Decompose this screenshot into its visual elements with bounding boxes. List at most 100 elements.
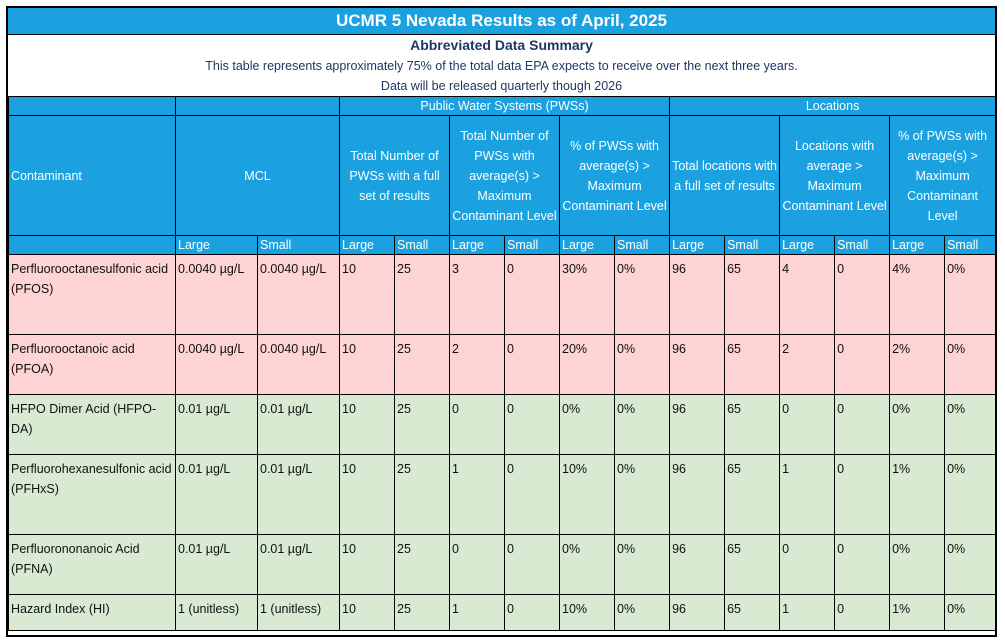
data-cell: 96 xyxy=(669,334,726,395)
data-cell: 25 xyxy=(394,454,450,535)
data-cell: 65 xyxy=(724,254,781,335)
results-table: Public Water Systems (PWSs) Locations Co… xyxy=(8,96,997,631)
data-cell: 10 xyxy=(339,254,395,335)
contaminant-name: HFPO Dimer Acid (HFPO-DA) xyxy=(8,394,176,455)
data-cell: 25 xyxy=(394,254,450,335)
header-mcl: MCL xyxy=(175,115,340,236)
data-cell: 25 xyxy=(394,394,450,455)
data-cell: 0% xyxy=(944,534,997,595)
size-label: Small xyxy=(394,235,450,255)
table-subtitle: Abbreviated Data Summary xyxy=(410,37,593,53)
header-pws-total: Total Number of PWSs with a full set of … xyxy=(339,115,450,236)
table-row: Perfluorooctanoic acid (PFOA) 0.0040 µg/… xyxy=(8,334,997,395)
data-cell: 0 xyxy=(834,254,891,335)
data-cell: 0% xyxy=(944,594,997,631)
data-cell: 10 xyxy=(339,334,395,395)
contaminant-name: Perfluorononanoic Acid (PFNA) xyxy=(8,534,176,595)
data-cell: 0% xyxy=(613,394,671,455)
data-cell: 0.01 µg/L xyxy=(175,454,258,535)
header-locations-above-mcl: Locations with average > Maximum Contami… xyxy=(779,115,891,236)
table-row: HFPO Dimer Acid (HFPO-DA) 0.01 µg/L 0.01… xyxy=(8,394,997,455)
data-cell: 4 xyxy=(779,254,836,335)
size-label: Large xyxy=(669,235,726,255)
data-cell: 0.01 µg/L xyxy=(257,454,340,535)
size-label: Large xyxy=(449,235,505,255)
data-cell: 0 xyxy=(504,394,560,455)
data-cell: 10 xyxy=(339,594,395,631)
data-cell: 65 xyxy=(724,454,781,535)
data-cell: 10 xyxy=(339,394,395,455)
size-label: Large xyxy=(175,235,258,255)
data-cell: 0% xyxy=(944,394,997,455)
data-cell: 2 xyxy=(449,334,505,395)
size-label: Small xyxy=(834,235,891,255)
data-cell: 0.0040 µg/L xyxy=(175,334,258,395)
data-cell: 25 xyxy=(394,334,450,395)
size-label: Small xyxy=(257,235,340,255)
data-cell: 0 xyxy=(504,254,560,335)
group-header-pws: Public Water Systems (PWSs) xyxy=(338,96,671,116)
size-label: Small xyxy=(504,235,560,255)
data-cell: 0% xyxy=(613,454,671,535)
data-cell: 65 xyxy=(724,394,781,455)
data-cell: 0% xyxy=(889,394,946,455)
data-cell: 10% xyxy=(559,594,615,631)
data-cell: 0 xyxy=(504,334,560,395)
data-cell: 0% xyxy=(613,594,671,631)
data-cell: 0.01 µg/L xyxy=(175,534,258,595)
data-cell: 1 xyxy=(779,454,836,535)
data-cell: 0 xyxy=(834,594,891,631)
data-cell: 1 xyxy=(449,454,505,535)
data-cell: 96 xyxy=(669,594,726,631)
table-row: Perfluorohexanesulfonic acid (PFHxS) 0.0… xyxy=(8,454,997,535)
data-cell: 0 xyxy=(779,534,836,595)
contaminant-name: Hazard Index (HI) xyxy=(8,594,176,631)
header-locations-pct-above-mcl: % of PWSs with average(s) > Maximum Cont… xyxy=(889,115,997,236)
data-cell: 96 xyxy=(669,394,726,455)
size-label: Small xyxy=(944,235,997,255)
data-cell: 65 xyxy=(724,594,781,631)
data-cell: 0 xyxy=(834,454,891,535)
contaminant-name: Perfluorooctanesulfonic acid (PFOS) xyxy=(8,254,176,335)
data-cell: 0 xyxy=(834,534,891,595)
data-cell: 10 xyxy=(339,534,395,595)
data-cell: 0 xyxy=(834,334,891,395)
data-cell: 0.01 µg/L xyxy=(257,394,340,455)
group-header-blank-mcl xyxy=(175,96,340,116)
data-cell: 65 xyxy=(724,334,781,395)
data-cell: 3 xyxy=(449,254,505,335)
size-label: Large xyxy=(779,235,836,255)
data-cell: 0% xyxy=(944,454,997,535)
header-locations-total: Total locations with a full set of resul… xyxy=(669,115,781,236)
table-row: Hazard Index (HI) 1 (unitless) 1 (unitle… xyxy=(8,594,997,631)
size-header-blank xyxy=(8,235,176,255)
header-contaminant: Contaminant xyxy=(8,115,176,236)
data-cell: 0.01 µg/L xyxy=(257,534,340,595)
size-label: Large xyxy=(339,235,395,255)
size-label: Small xyxy=(613,235,671,255)
table-note-release: Data will be released quarterly though 2… xyxy=(380,79,623,93)
size-label: Large xyxy=(889,235,946,255)
data-cell: 96 xyxy=(669,454,726,535)
data-cell: 96 xyxy=(669,534,726,595)
data-cell: 0 xyxy=(504,454,560,535)
data-cell: 0% xyxy=(944,254,997,335)
contaminant-name: Perfluorohexanesulfonic acid (PFHxS) xyxy=(8,454,176,535)
header-pws-pct-above-mcl: % of PWSs with average(s) > Maximum Cont… xyxy=(558,115,671,236)
group-header-blank xyxy=(8,96,176,116)
data-cell: 0% xyxy=(889,534,946,595)
data-cell: 0% xyxy=(944,334,997,395)
data-cell: 20% xyxy=(559,334,615,395)
data-cell: 10% xyxy=(559,454,615,535)
data-cell: 0.0040 µg/L xyxy=(175,254,258,335)
data-cell: 0.0040 µg/L xyxy=(257,254,340,335)
data-cell: 1 (unitless) xyxy=(257,594,340,631)
data-cell: 1% xyxy=(889,594,946,631)
data-cell: 25 xyxy=(394,534,450,595)
data-cell: 0.0040 µg/L xyxy=(257,334,340,395)
data-cell: 1 xyxy=(779,594,836,631)
data-cell: 0% xyxy=(613,334,671,395)
contaminant-name: Perfluorooctanoic acid (PFOA) xyxy=(8,334,176,395)
data-cell: 25 xyxy=(394,594,450,631)
data-cell: 4% xyxy=(889,254,946,335)
